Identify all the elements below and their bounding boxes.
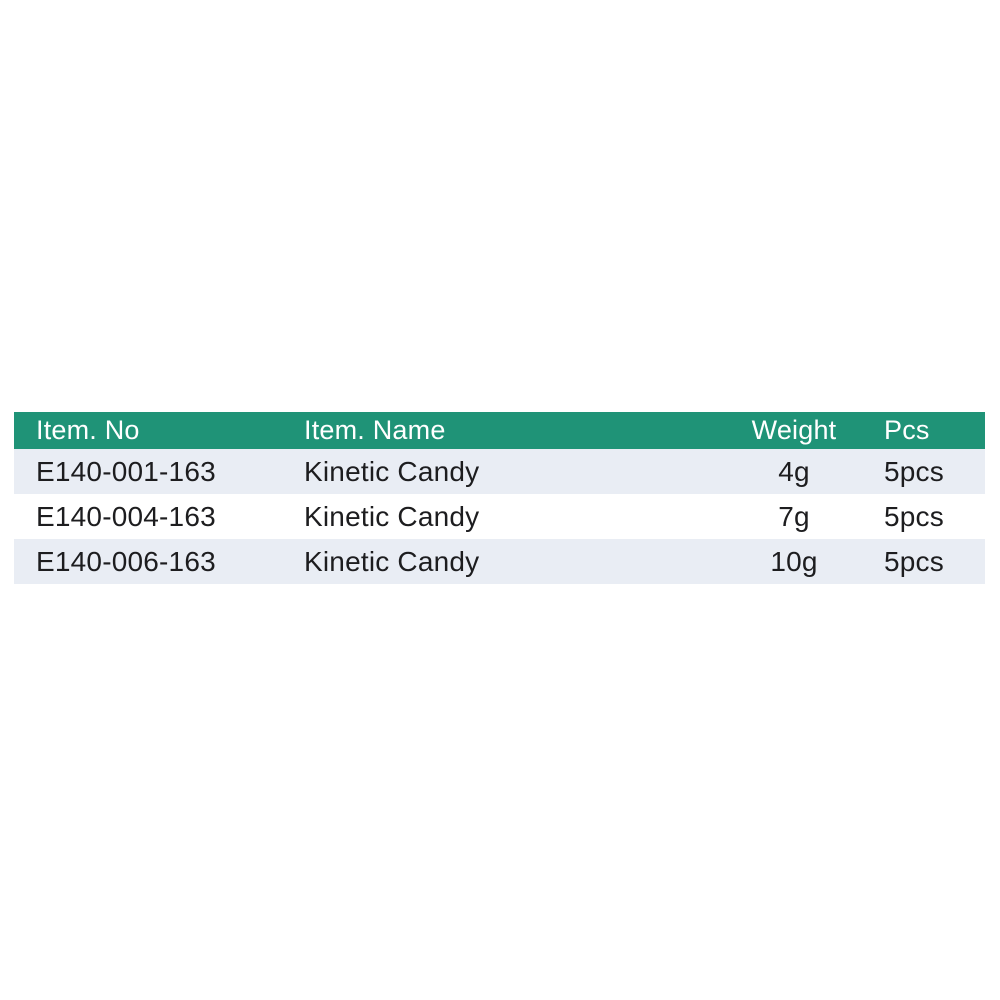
- cell-weight: 10g: [770, 545, 818, 577]
- product-spec-table: Item. No Item. Name Weight Pcs E140-001-…: [14, 412, 985, 584]
- cell-item-no: E140-001-163: [36, 455, 216, 487]
- column-header-weight: Weight: [704, 412, 884, 449]
- column-header-pcs: Pcs: [884, 412, 985, 449]
- cell-item-no: E140-006-163: [36, 545, 216, 577]
- column-header-item-no: Item. No: [14, 412, 304, 449]
- table-row: E140-001-163 Kinetic Candy 4g 5pcs: [14, 449, 985, 494]
- cell-pcs: 5pcs: [884, 545, 944, 577]
- cell-item-name: Kinetic Candy: [304, 500, 480, 532]
- cell-weight: 4g: [778, 455, 810, 487]
- table-row: E140-006-163 Kinetic Candy 10g 5pcs: [14, 539, 985, 584]
- column-header-item-name: Item. Name: [304, 412, 704, 449]
- cell-pcs: 5pcs: [884, 455, 944, 487]
- cell-item-name: Kinetic Candy: [304, 455, 480, 487]
- table-body: E140-001-163 Kinetic Candy 4g 5pcs E140-…: [14, 449, 985, 584]
- cell-pcs: 5pcs: [884, 500, 944, 532]
- cell-weight: 7g: [778, 500, 810, 532]
- table-row: E140-004-163 Kinetic Candy 7g 5pcs: [14, 494, 985, 539]
- table-header: Item. No Item. Name Weight Pcs: [14, 412, 985, 449]
- cell-item-name: Kinetic Candy: [304, 545, 480, 577]
- cell-item-no: E140-004-163: [36, 500, 216, 532]
- header-row: Item. No Item. Name Weight Pcs: [14, 412, 985, 449]
